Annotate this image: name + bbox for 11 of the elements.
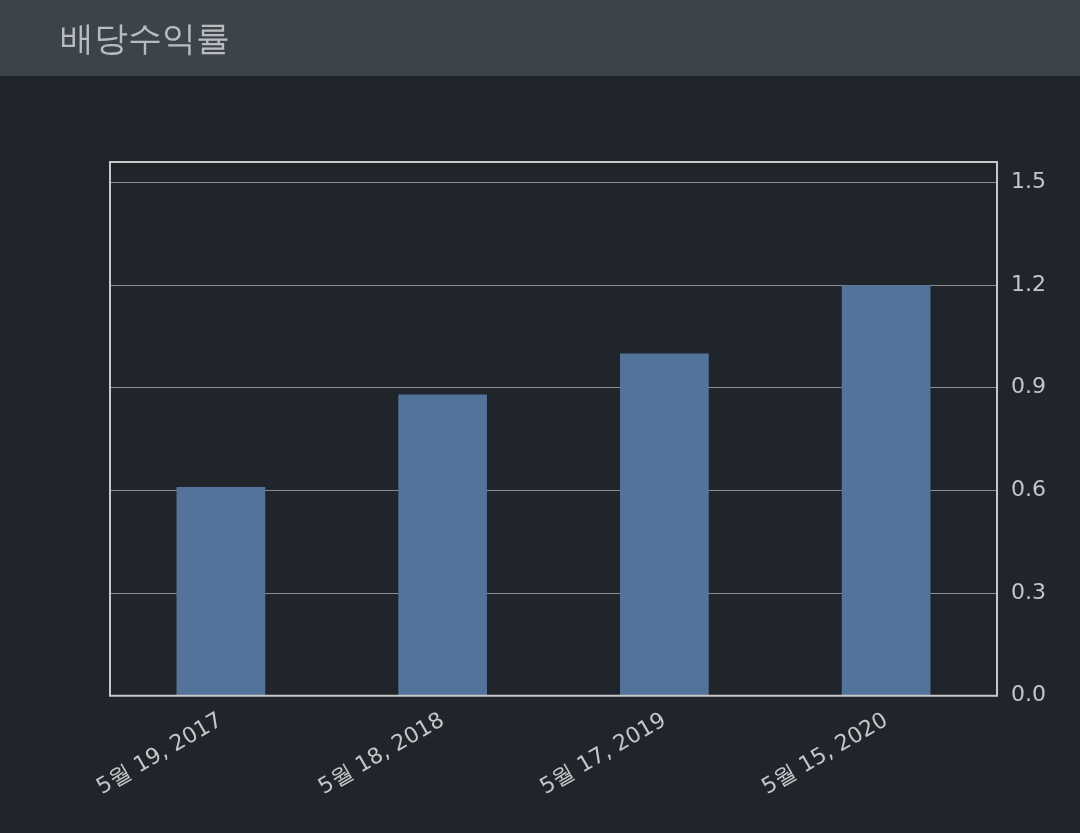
y-tick-label: 0.9 [1011,373,1047,399]
bar [176,486,266,696]
y-tick-label: 1.5 [1011,168,1047,194]
chart-title: 배당수익률 [0,0,1080,76]
y-tick-label: 0.6 [1011,476,1047,502]
bar [398,394,487,696]
y-tick-label: 0.0 [1011,681,1047,707]
y-tick-label: 1.2 [1011,270,1047,296]
bar [620,353,709,696]
y-tick-label: 0.3 [1011,578,1047,604]
bar [841,285,931,696]
